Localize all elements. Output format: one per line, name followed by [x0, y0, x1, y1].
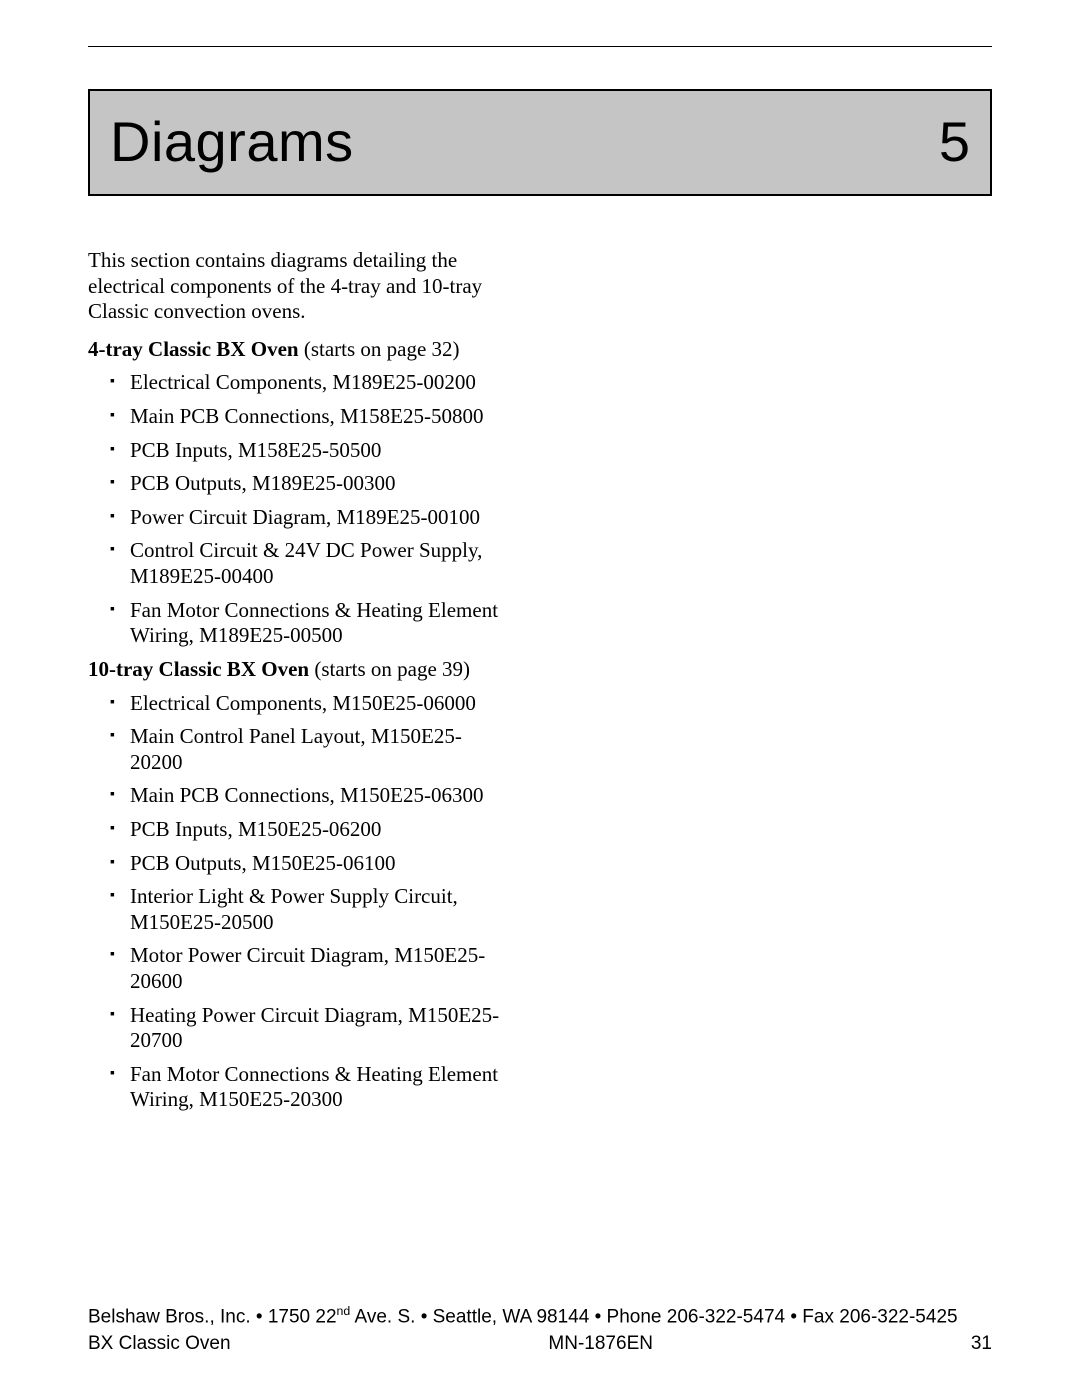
list-item: Electrical Components, M189E25-00200 — [110, 370, 503, 396]
footer-fax: Fax 206-322-5425 — [802, 1306, 957, 1327]
list-item: Control Circuit & 24V DC Power Supply, M… — [110, 538, 503, 589]
list-item: Main PCB Connections, M158E25-50800 — [110, 404, 503, 430]
footer-phone: Phone 206-322-5474 — [607, 1306, 786, 1327]
bullet-icon: • — [595, 1306, 602, 1327]
list-4tray: Electrical Components, M189E25-00200 Mai… — [88, 370, 503, 648]
list-item: PCB Outputs, M189E25-00300 — [110, 471, 503, 497]
list-item: PCB Outputs, M150E25-06100 — [110, 851, 503, 877]
chapter-header-box: Diagrams 5 — [88, 89, 992, 196]
footer-doc: MN-1876EN — [548, 1333, 653, 1355]
footer-address: Belshaw Bros., Inc. • 1750 22nd Ave. S. … — [88, 1304, 992, 1329]
section-heading-10tray: 10-tray Classic BX Oven (starts on page … — [88, 657, 503, 683]
top-rule — [88, 46, 992, 47]
footer-page: 31 — [971, 1333, 992, 1355]
list-item: Electrical Components, M150E25-06000 — [110, 691, 503, 717]
bullet-icon: • — [790, 1306, 797, 1327]
footer-street-num: 1750 22 — [268, 1306, 337, 1327]
document-page: Diagrams 5 This section contains diagram… — [0, 0, 1080, 1397]
section-heading-4tray: 4-tray Classic BX Oven (starts on page 3… — [88, 337, 503, 363]
list-item: Fan Motor Connections & Heating Element … — [110, 1062, 503, 1113]
list-item: Motor Power Circuit Diagram, M150E25-206… — [110, 943, 503, 994]
list-item: PCB Inputs, M150E25-06200 — [110, 817, 503, 843]
page-footer: Belshaw Bros., Inc. • 1750 22nd Ave. S. … — [88, 1304, 992, 1355]
intro-paragraph: This section contains diagrams detailing… — [88, 248, 503, 325]
section-heading-bold: 4-tray Classic BX Oven — [88, 337, 299, 361]
list-item: Main Control Panel Layout, M150E25-20200 — [110, 724, 503, 775]
bullet-icon: • — [421, 1306, 428, 1327]
body-column: This section contains diagrams detailing… — [88, 248, 503, 1113]
list-item: Power Circuit Diagram, M189E25-00100 — [110, 505, 503, 531]
footer-city: Seattle, WA 98144 — [433, 1306, 590, 1327]
list-item: PCB Inputs, M158E25-50500 — [110, 438, 503, 464]
footer-street-sup: nd — [337, 1304, 351, 1318]
footer-product: BX Classic Oven — [88, 1333, 231, 1355]
list-item: Main PCB Connections, M150E25-06300 — [110, 783, 503, 809]
chapter-number: 5 — [939, 109, 970, 174]
chapter-title: Diagrams — [110, 109, 354, 174]
bullet-icon: • — [256, 1306, 263, 1327]
section-heading-bold: 10-tray Classic BX Oven — [88, 657, 309, 681]
list-item: Interior Light & Power Supply Circuit, M… — [110, 884, 503, 935]
list-item: Heating Power Circuit Diagram, M150E25-2… — [110, 1003, 503, 1054]
list-item: Fan Motor Connections & Heating Element … — [110, 598, 503, 649]
footer-street-rest: Ave. S. — [350, 1306, 415, 1327]
list-10tray: Electrical Components, M150E25-06000 Mai… — [88, 691, 503, 1114]
section-heading-rest: (starts on page 32) — [299, 337, 460, 361]
footer-row: BX Classic Oven MN-1876EN 31 — [88, 1333, 992, 1355]
section-heading-rest: (starts on page 39) — [309, 657, 470, 681]
footer-company: Belshaw Bros., Inc. — [88, 1306, 251, 1327]
